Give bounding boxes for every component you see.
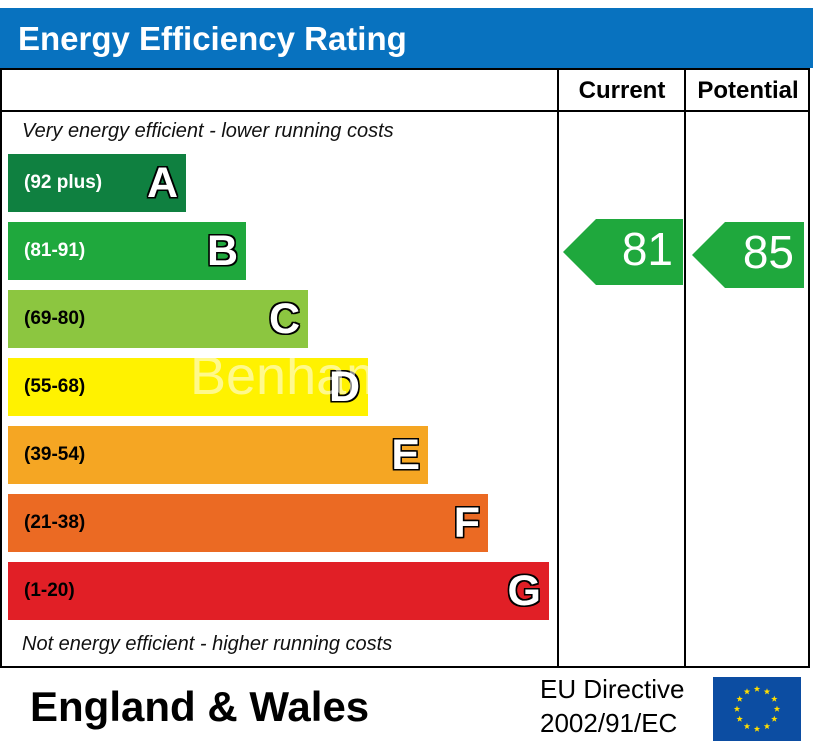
header-divider	[0, 110, 810, 112]
current-arrow-shape	[563, 219, 683, 285]
eu-star-icon	[773, 705, 781, 712]
band-g: (1-20) G	[8, 562, 549, 620]
band-letter: E	[391, 431, 420, 479]
band-range-label: (55-68)	[24, 376, 86, 397]
band-a: (92 plus) A	[8, 154, 186, 212]
current-rating-value: 81	[621, 223, 673, 275]
title-bar: Energy Efficiency Rating	[0, 8, 813, 68]
band-letter: F	[453, 499, 480, 547]
band-letter: B	[206, 227, 238, 275]
band-d: (55-68) D	[8, 358, 368, 416]
band-letter: D	[328, 363, 360, 411]
band-letter: G	[507, 567, 541, 615]
band-b: (81-91) B	[8, 222, 246, 280]
band-range-label: (21-38)	[24, 512, 86, 533]
band-letter: A	[146, 159, 178, 207]
eu-star-icon	[743, 722, 751, 730]
band-range-label: (81-91)	[24, 240, 86, 261]
eu-star-icon	[763, 722, 771, 730]
column-header-current: Current	[578, 77, 666, 104]
eu-star-icon	[763, 688, 771, 695]
divider-bands-current	[557, 68, 559, 668]
divider-current-potential	[684, 68, 686, 668]
column-header-potential: Potential	[697, 77, 799, 104]
bottom-caption: Not energy efficient - higher running co…	[22, 633, 393, 655]
eu-star-icon	[736, 715, 743, 722]
band-range-label: (1-20)	[24, 580, 75, 601]
eu-star-icon	[736, 695, 743, 702]
eu-stars-icon	[733, 685, 781, 732]
watermark: Benham	[190, 346, 392, 406]
footer-divider	[0, 666, 810, 668]
top-caption: Very energy efficient - lower running co…	[22, 120, 394, 142]
footer-country: England & Wales	[30, 683, 370, 730]
eu-star-icon	[753, 725, 761, 732]
band-f: (21-38) F	[8, 494, 488, 552]
current-rating-arrow: 81	[563, 219, 683, 285]
band-range-label: (92 plus)	[24, 172, 103, 193]
footer-directive-line2: 2002/91/EC	[540, 708, 678, 738]
potential-rating-arrow: 85	[692, 221, 804, 288]
eu-star-icon	[753, 685, 761, 692]
band-range-label: (69-80)	[24, 308, 86, 329]
band-letter: C	[268, 295, 300, 343]
band-range-label: (39-54)	[24, 444, 86, 465]
eu-star-icon	[771, 695, 778, 702]
band-e: (39-54) E	[8, 426, 428, 484]
band-c: (69-80) C	[8, 290, 308, 348]
potential-rating-value: 85	[742, 225, 794, 278]
eu-star-icon	[771, 715, 778, 722]
eu-star-icon	[743, 688, 751, 695]
potential-arrow-shape	[692, 221, 804, 288]
chart-title: Energy Efficiency Rating	[18, 20, 407, 57]
footer-directive-line1: EU Directive	[540, 674, 685, 704]
eu-flag-icon	[713, 677, 801, 741]
eu-star-icon	[733, 705, 741, 712]
